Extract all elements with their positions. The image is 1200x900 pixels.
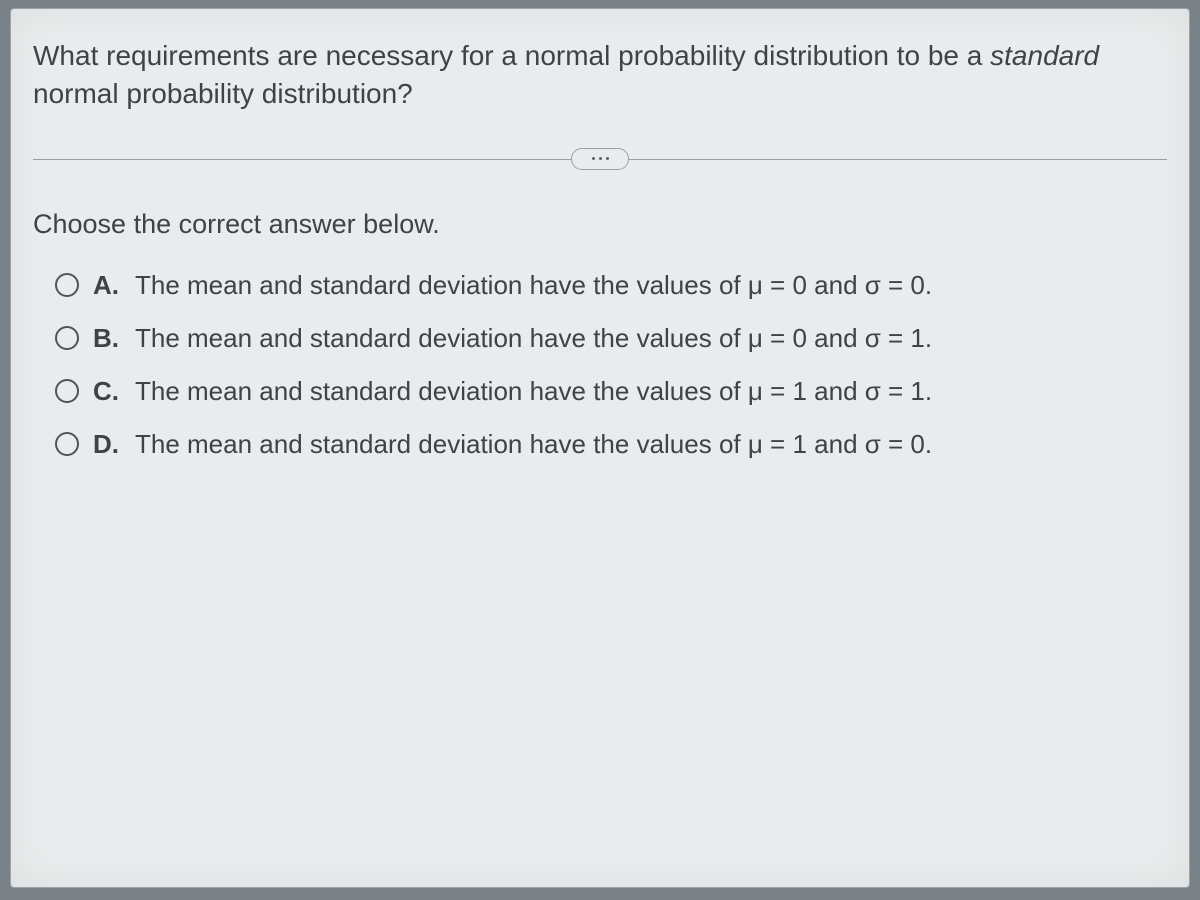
radio-d[interactable]	[55, 432, 79, 456]
question-italic-word: standard	[990, 40, 1099, 71]
question-prefix: What requirements are necessary for a no…	[33, 40, 990, 71]
option-a[interactable]: A. The mean and standard deviation have …	[55, 270, 1167, 301]
radio-b[interactable]	[55, 326, 79, 350]
option-text: The mean and standard deviation have the…	[135, 323, 932, 354]
ellipsis-icon	[606, 157, 609, 160]
option-label: D.	[93, 429, 121, 460]
radio-c[interactable]	[55, 379, 79, 403]
option-label: B.	[93, 323, 121, 354]
radio-a[interactable]	[55, 273, 79, 297]
option-c[interactable]: C. The mean and standard deviation have …	[55, 376, 1167, 407]
option-label: A.	[93, 270, 121, 301]
ellipsis-icon	[599, 157, 602, 160]
option-label: C.	[93, 376, 121, 407]
instruction-text: Choose the correct answer below.	[33, 209, 1167, 240]
option-text: The mean and standard deviation have the…	[135, 429, 932, 460]
ellipsis-icon	[592, 157, 595, 160]
more-button[interactable]	[571, 148, 629, 170]
section-divider	[33, 147, 1167, 171]
question-text: What requirements are necessary for a no…	[33, 37, 1167, 113]
option-d[interactable]: D. The mean and standard deviation have …	[55, 429, 1167, 460]
option-b[interactable]: B. The mean and standard deviation have …	[55, 323, 1167, 354]
options-group: A. The mean and standard deviation have …	[33, 270, 1167, 460]
option-text: The mean and standard deviation have the…	[135, 376, 932, 407]
option-text: The mean and standard deviation have the…	[135, 270, 932, 301]
question-suffix: normal probability distribution?	[33, 78, 413, 109]
question-card: What requirements are necessary for a no…	[10, 8, 1190, 888]
